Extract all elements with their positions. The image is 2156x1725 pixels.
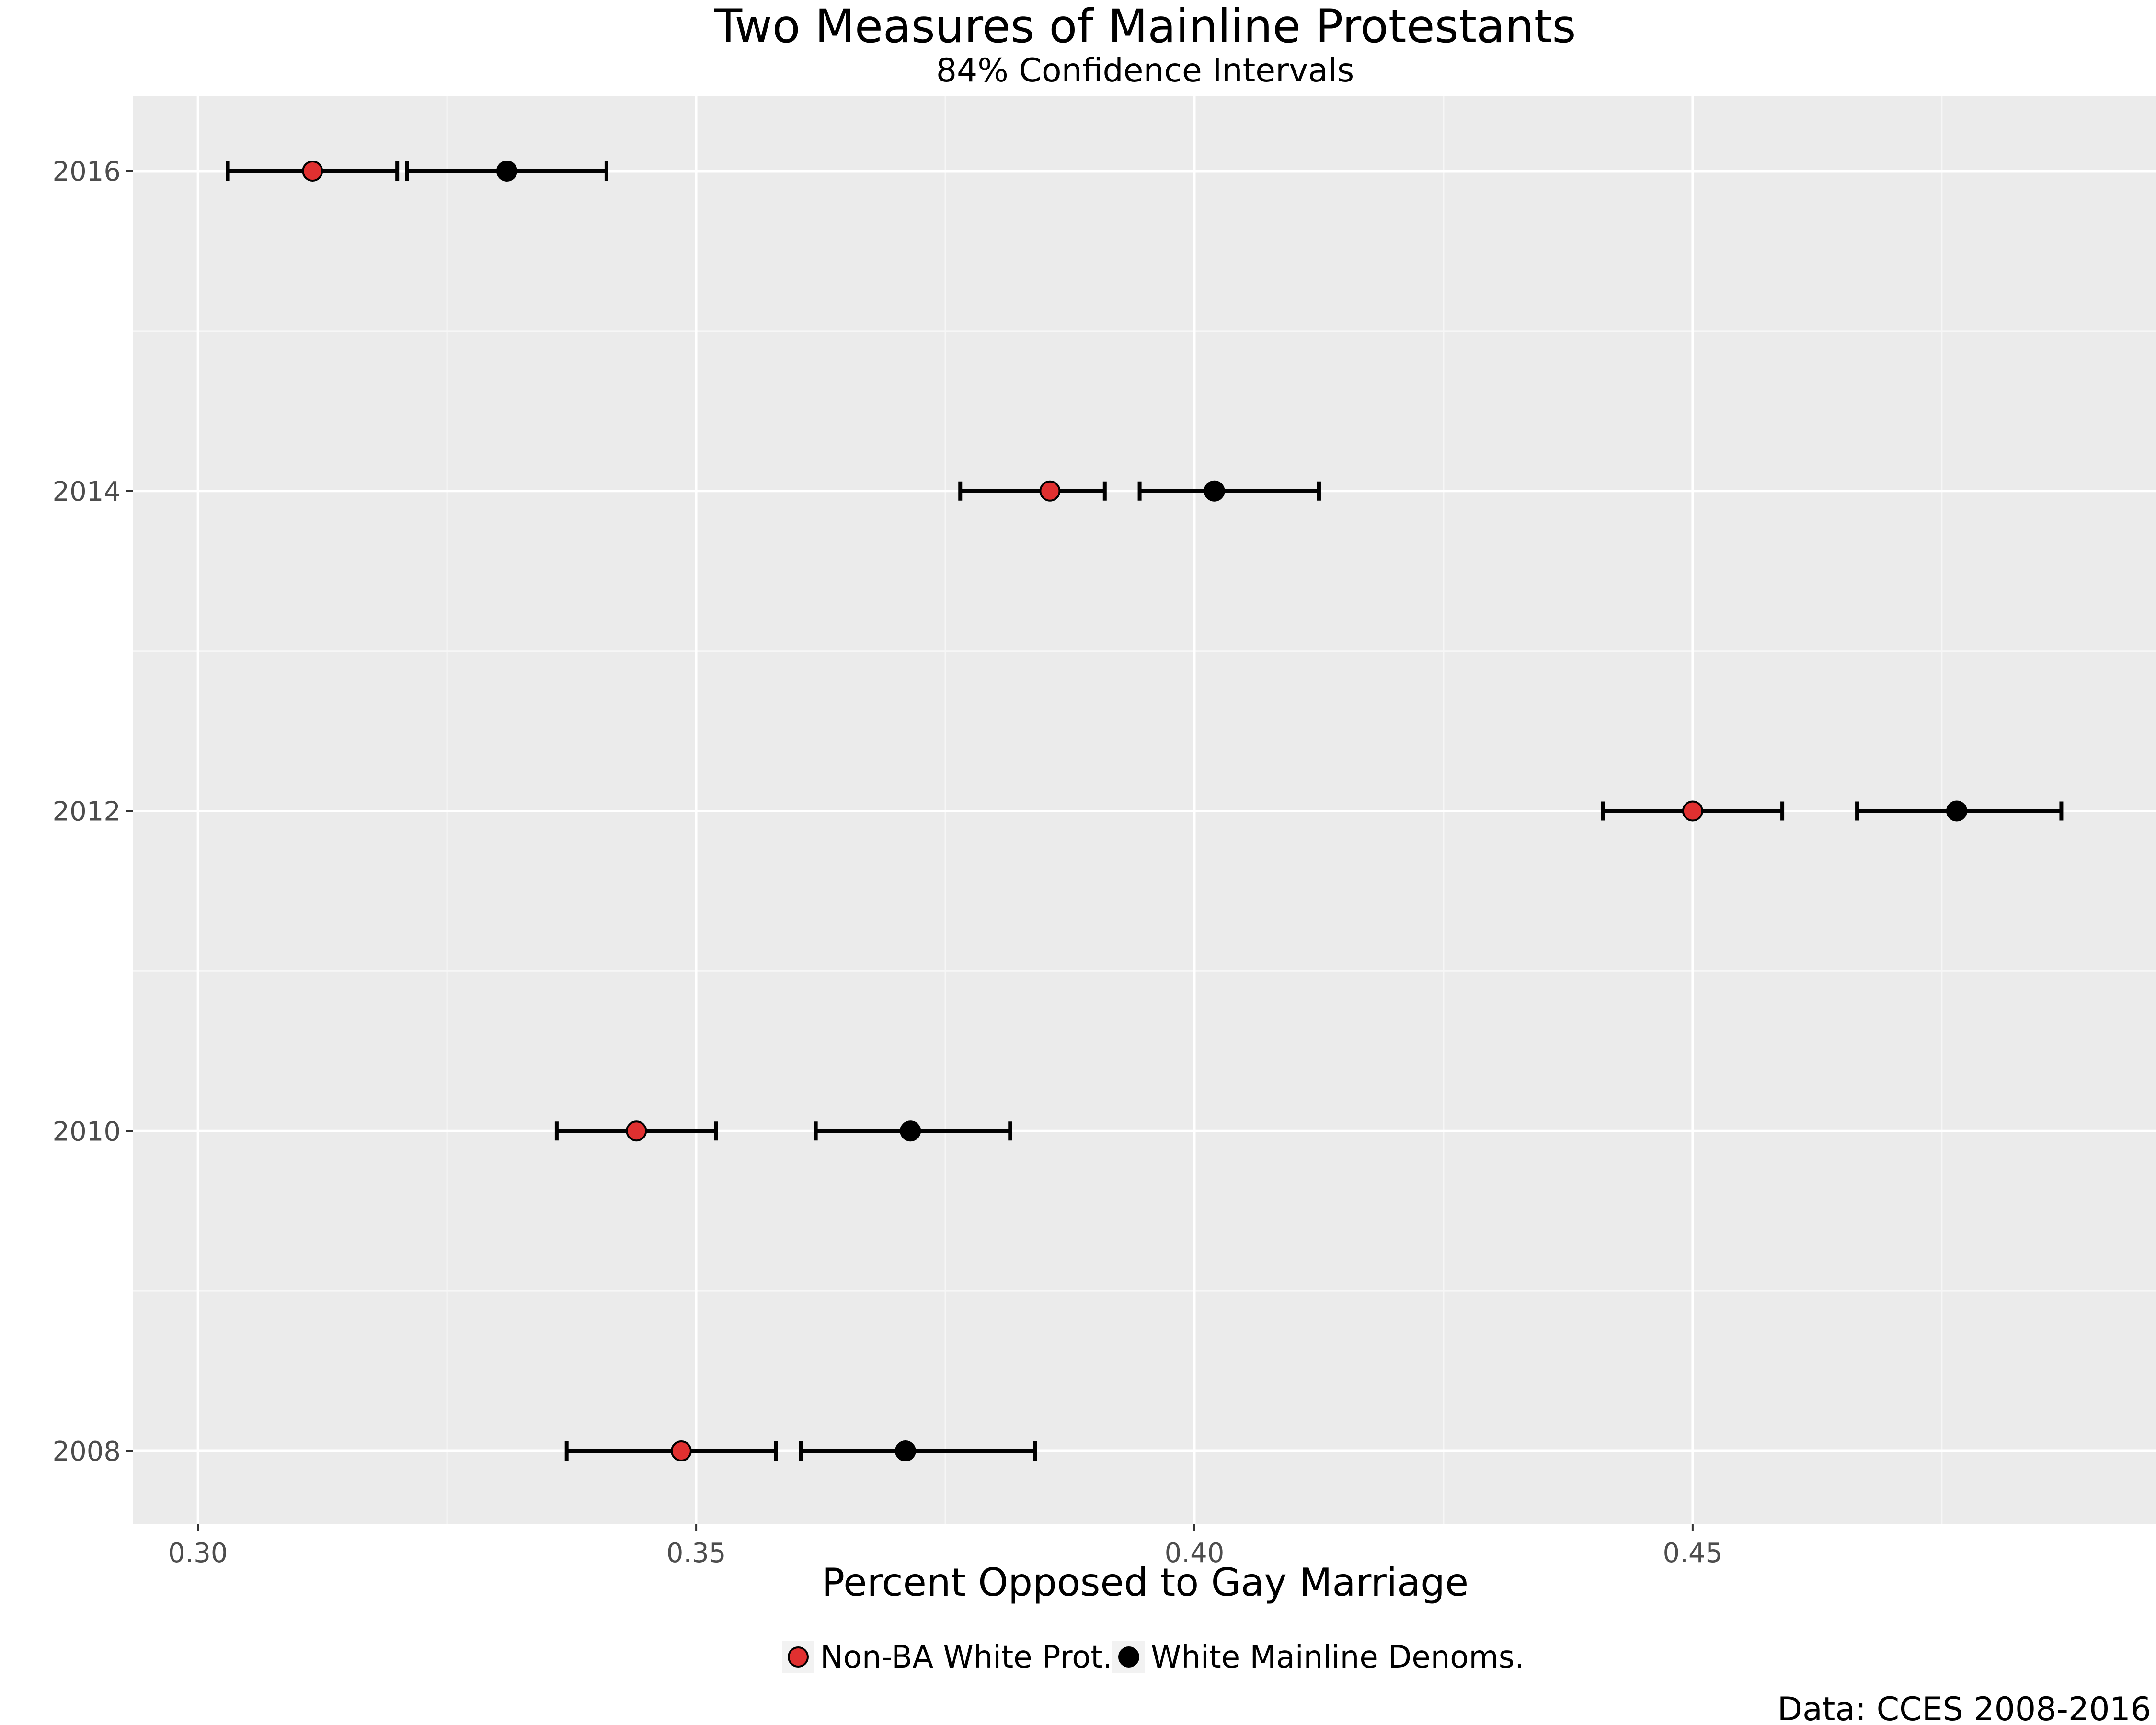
y-tick-label: 2016 [52,156,121,187]
point-non-ba-white-prot [626,1120,647,1142]
legend-label: White Mainline Denoms. [1151,1640,1524,1675]
y-tick-label: 2008 [52,1436,121,1467]
x-tick-label: 0.40 [1165,1538,1225,1569]
point-white-mainline-denoms [895,1440,916,1461]
chart-marks [226,161,2064,1461]
grid-lines [133,96,2156,1524]
axes: 0.30 0.35 0.40 0.45 2008 2010 2012 2014 2016 [52,156,1722,1569]
chart-title: Two Measures of Mainline Protestants [713,0,1576,53]
point-non-ba-white-prot [302,161,323,182]
legend-label: Non-BA White Prot. [820,1640,1112,1675]
x-tick-label: 0.30 [168,1538,228,1569]
point-non-ba-white-prot [1039,480,1061,502]
y-tick-label: 2010 [52,1116,121,1147]
point-white-mainline-denoms [496,161,517,182]
chart-caption: Data: CCES 2008-2016 [1778,1690,2151,1725]
point-non-ba-white-prot [670,1440,692,1461]
chart-subtitle: 84% Confidence Intervals [936,52,1354,90]
x-axis-title: Percent Opposed to Gay Marriage [822,1560,1468,1605]
legend: Non-BA White Prot. White Mainline Denoms. [782,1640,1524,1675]
y-tick-label: 2012 [52,796,121,828]
x-tick-label: 0.45 [1663,1538,1723,1569]
point-non-ba-white-prot [1682,800,1703,822]
x-tick-label: 0.35 [666,1538,726,1569]
legend-key-marker [1118,1646,1139,1668]
point-white-mainline-denoms [1204,480,1225,502]
point-white-mainline-denoms [900,1120,921,1142]
legend-key-marker [788,1646,809,1668]
y-tick-label: 2014 [52,476,121,507]
point-white-mainline-denoms [1946,800,1968,822]
